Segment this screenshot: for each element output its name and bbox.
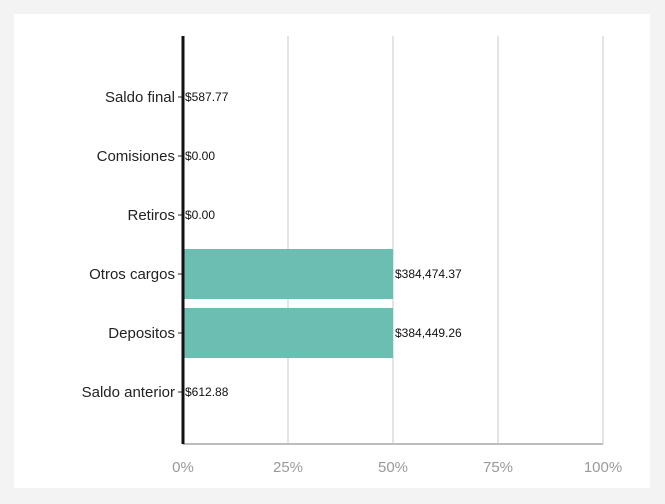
x-tick-label: 50% — [378, 459, 408, 476]
category-label: Retiros — [127, 207, 175, 224]
category-label: Depositos — [108, 325, 175, 342]
x-tick-label: 75% — [483, 459, 513, 476]
value-label: $384,474.37 — [395, 267, 462, 281]
value-label: $587.77 — [185, 90, 229, 104]
value-label: $384,449.26 — [395, 326, 462, 340]
category-label: Comisiones — [97, 148, 175, 165]
category-label: Saldo final — [105, 89, 175, 106]
chart-frame: 0% 25% 50% 75% 100% Saldo final $587.77 Comisio… — [14, 14, 650, 488]
category-label: Saldo anterior — [82, 384, 175, 401]
value-label: $612.88 — [185, 385, 229, 399]
bar[interactable] — [183, 249, 393, 299]
x-tick-label: 25% — [273, 459, 303, 476]
value-label: $0.00 — [185, 149, 215, 163]
bar-chart: 0% 25% 50% 75% 100% Saldo final $587.77 Comisio… — [82, 36, 622, 476]
bar[interactable] — [183, 308, 393, 358]
x-tick-label: 100% — [584, 459, 622, 476]
category-label: Otros cargos — [89, 266, 175, 283]
x-tick-label: 0% — [172, 459, 194, 476]
value-label: $0.00 — [185, 208, 215, 222]
